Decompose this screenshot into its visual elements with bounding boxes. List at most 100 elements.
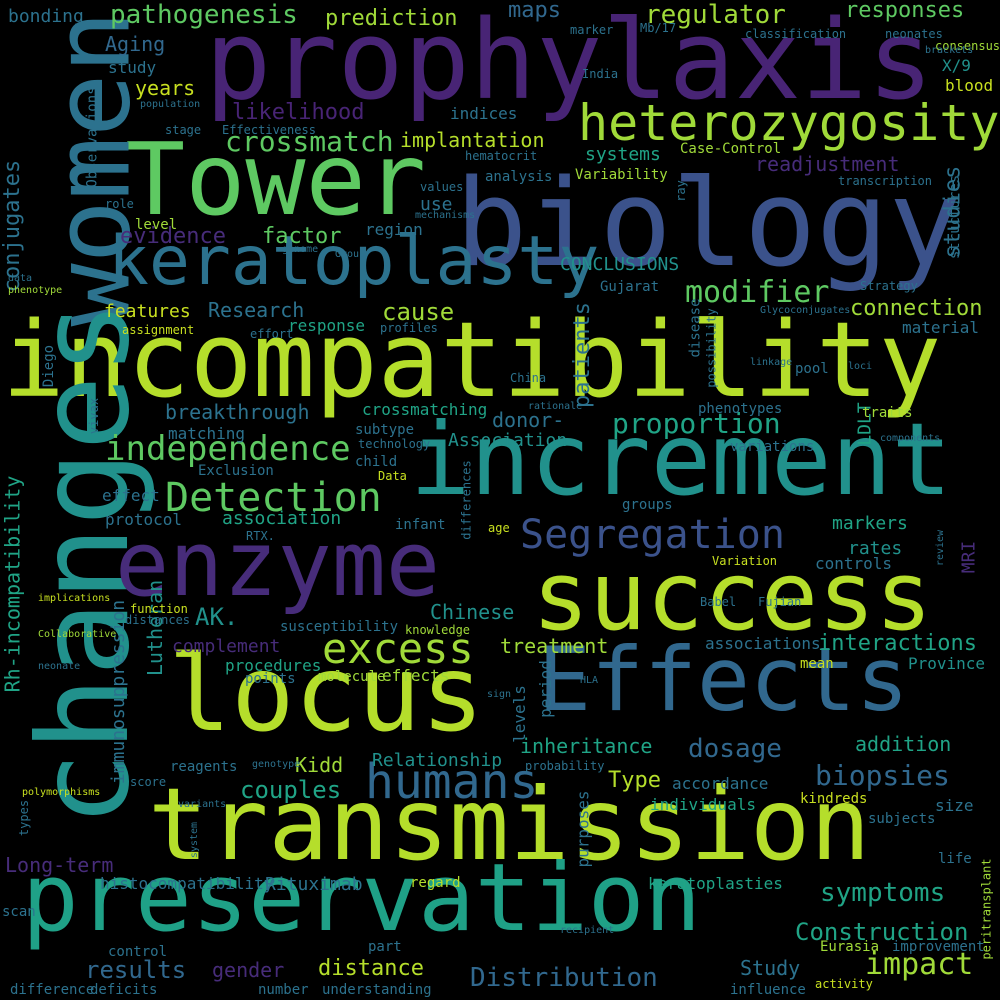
word: groups: [622, 497, 673, 513]
word: controls: [815, 554, 893, 573]
word: Construction: [795, 918, 969, 946]
word: analysis: [485, 169, 553, 185]
word: RTX.: [246, 529, 275, 543]
word: difference: [10, 982, 95, 998]
word: procedures: [225, 656, 322, 675]
word: differences: [459, 459, 474, 540]
word: Babel: [700, 595, 737, 609]
word: knowledge: [405, 623, 471, 637]
word: infant: [395, 517, 446, 533]
word: score: [130, 775, 167, 789]
word: Group: [335, 249, 366, 260]
word: Long-term: [5, 853, 114, 877]
word: keratoplasties: [648, 874, 783, 893]
word: Aging: [105, 32, 166, 56]
word: breakthrough: [165, 400, 310, 424]
word: interactions: [818, 631, 977, 656]
word: molecule: [318, 669, 386, 685]
word: Province: [908, 654, 986, 673]
word: enzyme: [115, 512, 441, 617]
word: disease: [687, 297, 704, 358]
word: levels: [509, 685, 529, 743]
word: responses: [845, 0, 965, 23]
word: subtype: [355, 422, 415, 438]
word: Effectiveness: [222, 123, 316, 137]
word: inheritance: [520, 734, 653, 758]
word: symptoms: [820, 878, 946, 908]
word: Kidd: [295, 753, 344, 777]
word: results: [85, 956, 187, 984]
word: age: [488, 521, 510, 535]
word: purposes: [573, 789, 593, 868]
word: size: [935, 796, 974, 815]
word: distance: [318, 956, 424, 981]
word: brackets: [925, 45, 974, 56]
word: addition: [855, 732, 952, 756]
word: Effects: [538, 628, 909, 731]
word: data: [8, 273, 33, 284]
word: China: [510, 371, 547, 385]
word: polymorphisms: [22, 787, 101, 798]
word: protocol: [105, 510, 183, 529]
word: bonding: [8, 6, 84, 27]
word: Case-Control: [680, 141, 782, 157]
word: transmission: [148, 766, 871, 883]
word: subjects: [868, 811, 936, 827]
word: crossmatch: [225, 125, 394, 158]
word: response: [288, 316, 366, 335]
word: immunosuppression: [108, 599, 130, 785]
word: life: [938, 851, 972, 867]
word: Research: [208, 298, 305, 322]
word: regard: [410, 875, 461, 891]
word: impact: [865, 947, 974, 982]
word: technology: [358, 437, 431, 451]
word: points: [245, 671, 296, 687]
word: CONCLUSIONS: [560, 254, 680, 275]
word: consensus: [935, 39, 1000, 53]
word: Lutheran: [143, 579, 168, 677]
word: neonate: [38, 661, 81, 672]
word: patients: [569, 302, 595, 408]
word: MRI: [957, 540, 979, 573]
word: Study: [740, 956, 801, 980]
word: variants: [178, 799, 227, 810]
word: region: [365, 220, 423, 239]
word: individuals: [650, 795, 756, 814]
word: Type: [608, 768, 661, 793]
word: regulator: [645, 0, 786, 30]
word: part: [368, 939, 402, 955]
word: systems: [585, 144, 661, 165]
word: gender: [212, 958, 285, 982]
word: Strategy: [860, 279, 918, 293]
word: Observations: [84, 85, 101, 188]
word: pathogenesis: [110, 0, 298, 30]
word: stage: [165, 123, 202, 137]
word: pool: [795, 361, 829, 377]
word: possibility: [704, 307, 719, 388]
word: connection: [850, 296, 983, 321]
word: activity: [815, 977, 873, 991]
word: likelihood: [232, 100, 365, 125]
word: modifier: [685, 275, 830, 310]
word: crossmatching: [362, 400, 488, 419]
word: values: [420, 180, 464, 194]
word: Chinese: [430, 600, 515, 624]
word: Exclusion: [198, 463, 274, 479]
word: kindreds: [800, 791, 868, 807]
word: susceptibility: [280, 619, 399, 635]
word: blood: [945, 76, 994, 95]
word: preservation: [22, 844, 702, 953]
word: phenotype: [8, 285, 63, 296]
word: hematocrit: [465, 149, 538, 163]
word: readjustment: [755, 152, 900, 176]
word: Variability: [575, 167, 668, 183]
word: rationale: [528, 401, 583, 412]
word: classification: [745, 27, 847, 41]
word: distances: [125, 613, 191, 627]
word: mechanisms: [415, 210, 476, 221]
word: material: [902, 318, 980, 337]
word: biology: [455, 155, 961, 294]
word: X/9: [942, 56, 971, 75]
word: Distribution: [470, 963, 658, 993]
